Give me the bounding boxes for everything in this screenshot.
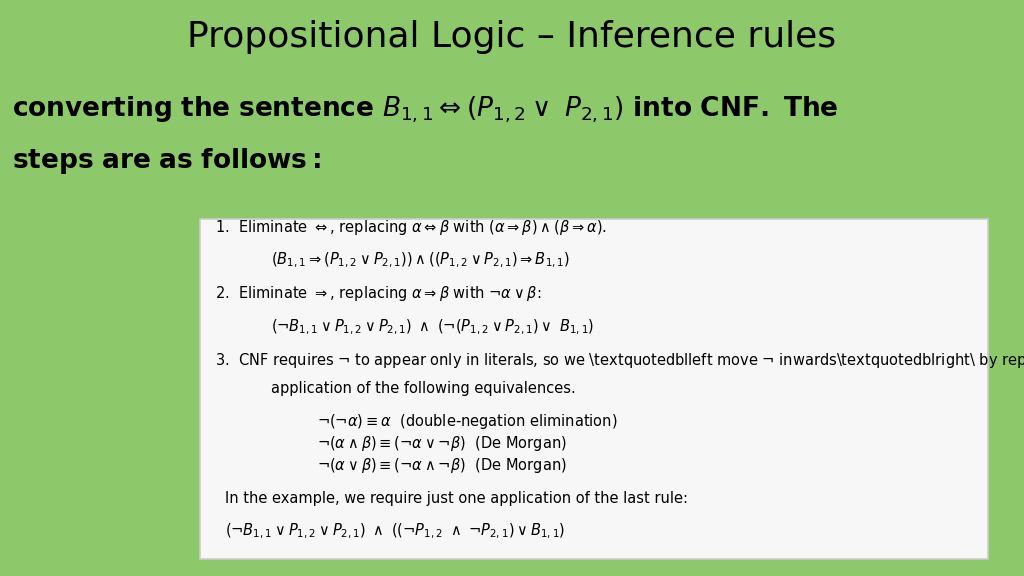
Text: Propositional Logic – Inference rules: Propositional Logic – Inference rules: [187, 20, 837, 55]
Text: $\mathbf{steps\ are\ as\ follows:}$: $\mathbf{steps\ are\ as\ follows:}$: [12, 146, 322, 176]
Text: In the example, we require just one application of the last rule:: In the example, we require just one appl…: [225, 491, 688, 506]
Text: $(\neg B_{1,1} \vee P_{1,2} \vee P_{2,1})\ \wedge\ (\neg(P_{1,2} \vee P_{2,1}) \: $(\neg B_{1,1} \vee P_{1,2} \vee P_{2,1}…: [271, 317, 595, 337]
Text: 3.  CNF requires $\neg$ to appear only in literals, so we \textquotedblleft move: 3. CNF requires $\neg$ to appear only in…: [215, 351, 1024, 369]
Text: 1.  Eliminate $\Leftrightarrow$, replacing $\alpha \Leftrightarrow \beta$ with $: 1. Eliminate $\Leftrightarrow$, replacin…: [215, 218, 607, 237]
Text: $\mathbf{converting\ the\ sentence}\ $$B_{1,1} \Leftrightarrow (P_{1,2} \vee\ P_: $\mathbf{converting\ the\ sentence}\ $$B…: [12, 94, 839, 124]
Text: 2.  Eliminate $\Rightarrow$, replacing $\alpha \Rightarrow \beta$ with $\neg\alp: 2. Eliminate $\Rightarrow$, replacing $\…: [215, 285, 542, 303]
Text: $(\neg B_{1,1} \vee P_{1,2} \vee P_{2,1})\ \wedge\ ((\neg P_{1,2}\ \wedge\ \neg : $(\neg B_{1,1} \vee P_{1,2} \vee P_{2,1}…: [225, 521, 565, 541]
Text: application of the following equivalences.: application of the following equivalence…: [271, 381, 577, 396]
Text: $\neg(\alpha \wedge \beta) \equiv (\neg\alpha \vee \neg\beta)$  (De Morgan): $\neg(\alpha \wedge \beta) \equiv (\neg\…: [317, 434, 567, 453]
Text: $\neg(\neg\alpha) \equiv \alpha$  (double-negation elimination): $\neg(\neg\alpha) \equiv \alpha$ (double…: [317, 412, 617, 431]
FancyBboxPatch shape: [200, 219, 988, 559]
Text: $(B_{1,1} \Rightarrow (P_{1,2} \vee P_{2,1})) \wedge ((P_{1,2} \vee P_{2,1}) \Ri: $(B_{1,1} \Rightarrow (P_{1,2} \vee P_{2…: [271, 251, 570, 270]
Text: $\neg(\alpha \vee \beta) \equiv (\neg\alpha \wedge \neg\beta)$  (De Morgan): $\neg(\alpha \vee \beta) \equiv (\neg\al…: [317, 456, 567, 475]
